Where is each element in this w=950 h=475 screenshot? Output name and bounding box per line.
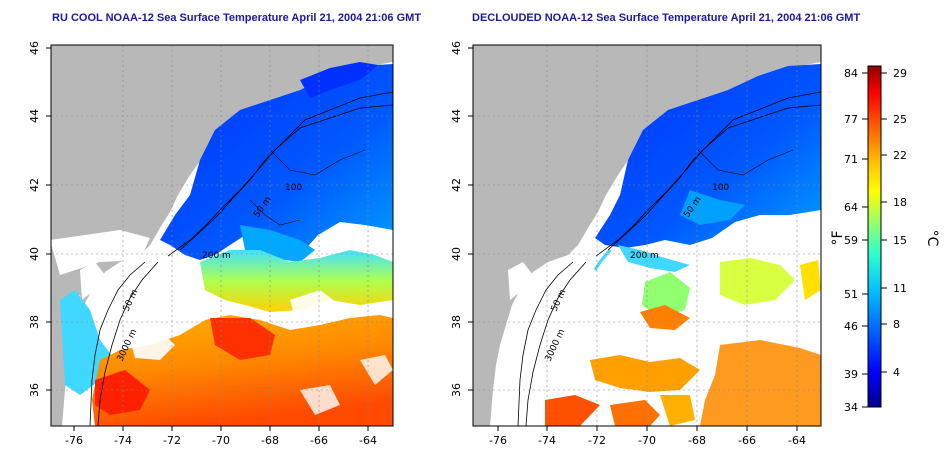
c-tick-label: 25: [893, 113, 907, 126]
y-tick-label: 46: [28, 41, 41, 55]
land-mass: [473, 45, 821, 426]
x-tick-label: -72: [588, 434, 606, 447]
contour-label: 200 m: [630, 251, 659, 261]
right-map: [473, 45, 821, 426]
warm-water: [590, 355, 700, 392]
x-tick-label: -70: [638, 434, 656, 447]
cold-water: [595, 64, 821, 248]
f-tick-label: 71: [844, 153, 858, 166]
x-tick-label: -66: [310, 434, 328, 447]
c-tick-label: 18: [893, 196, 907, 209]
x-tick-label: -74: [114, 434, 132, 447]
f-tick-label: 59: [844, 234, 858, 247]
x-tick-label: -68: [688, 434, 706, 447]
f-tick-label: 39: [844, 368, 858, 381]
c-tick-label: 22: [893, 149, 907, 162]
y-tick-label: 42: [28, 178, 41, 192]
fahrenheit-unit-label: °F: [830, 230, 846, 245]
right-grid: [473, 45, 821, 426]
y-tick-label: 40: [28, 247, 41, 261]
cold-water: [160, 64, 393, 260]
mid-water: [200, 250, 393, 312]
y-tick-label: 36: [28, 383, 41, 397]
x-tick-label: -66: [738, 434, 756, 447]
c-tick-label: 4: [893, 366, 900, 379]
contour-label: 200 m: [202, 251, 231, 261]
c-tick-label: 11: [893, 282, 907, 295]
y-tick-label: 44: [28, 109, 41, 123]
colorbar: [867, 65, 882, 408]
y-tick-label: 38: [28, 315, 41, 329]
x-tick-label: -76: [65, 434, 83, 447]
celsius-unit-label: °C: [924, 230, 940, 247]
mid-water: [720, 258, 795, 305]
f-tick-label: 77: [844, 113, 858, 126]
left-grid: [51, 45, 393, 426]
f-tick-label: 51: [844, 288, 858, 301]
x-tick-label: -72: [163, 434, 181, 447]
land-mass: [51, 45, 393, 426]
right-y-axis: 46 44 42 40 38 36: [450, 41, 463, 397]
colorbar-fahrenheit-ticks: 84 77 71 64 59 51 46 39 34: [844, 67, 858, 414]
c-tick-label: 8: [893, 318, 900, 331]
y-tick-label: 36: [450, 383, 463, 397]
f-tick-label: 34: [844, 401, 858, 414]
f-tick-label: 46: [844, 320, 858, 333]
right-x-axis: -76 -74 -72 -70 -68 -66 -64: [489, 434, 806, 447]
c-tick-label: 29: [893, 67, 907, 80]
y-tick-label: 38: [450, 315, 463, 329]
x-tick-label: -68: [261, 434, 279, 447]
contour-label: 100: [285, 183, 302, 193]
left-map: [51, 45, 393, 426]
y-tick-label: 42: [450, 178, 463, 192]
x-tick-label: -74: [538, 434, 556, 447]
f-tick-label: 84: [844, 67, 858, 80]
x-tick-label: -70: [212, 434, 230, 447]
f-tick-label: 64: [844, 201, 858, 214]
y-tick-label: 46: [450, 41, 463, 55]
contour-label: 100: [712, 183, 729, 193]
x-tick-label: -76: [489, 434, 507, 447]
right-panel-title: DECLOUDED NOAA-12 Sea Surface Temperatur…: [472, 12, 861, 24]
left-y-axis: 46 44 42 40 38 36: [28, 41, 41, 397]
y-tick-label: 44: [450, 109, 463, 123]
y-tick-label: 40: [450, 247, 463, 261]
left-x-axis: -76 -74 -72 -70 -68 -66 -64: [65, 434, 377, 447]
x-tick-label: -64: [788, 434, 806, 447]
colorbar-celsius-ticks: 29 25 22 18 15 11 8 4: [893, 67, 907, 379]
c-tick-label: 15: [893, 234, 907, 247]
left-panel-title: RU COOL NOAA-12 Sea Surface Temperature …: [52, 12, 422, 24]
x-tick-label: -64: [359, 434, 377, 447]
